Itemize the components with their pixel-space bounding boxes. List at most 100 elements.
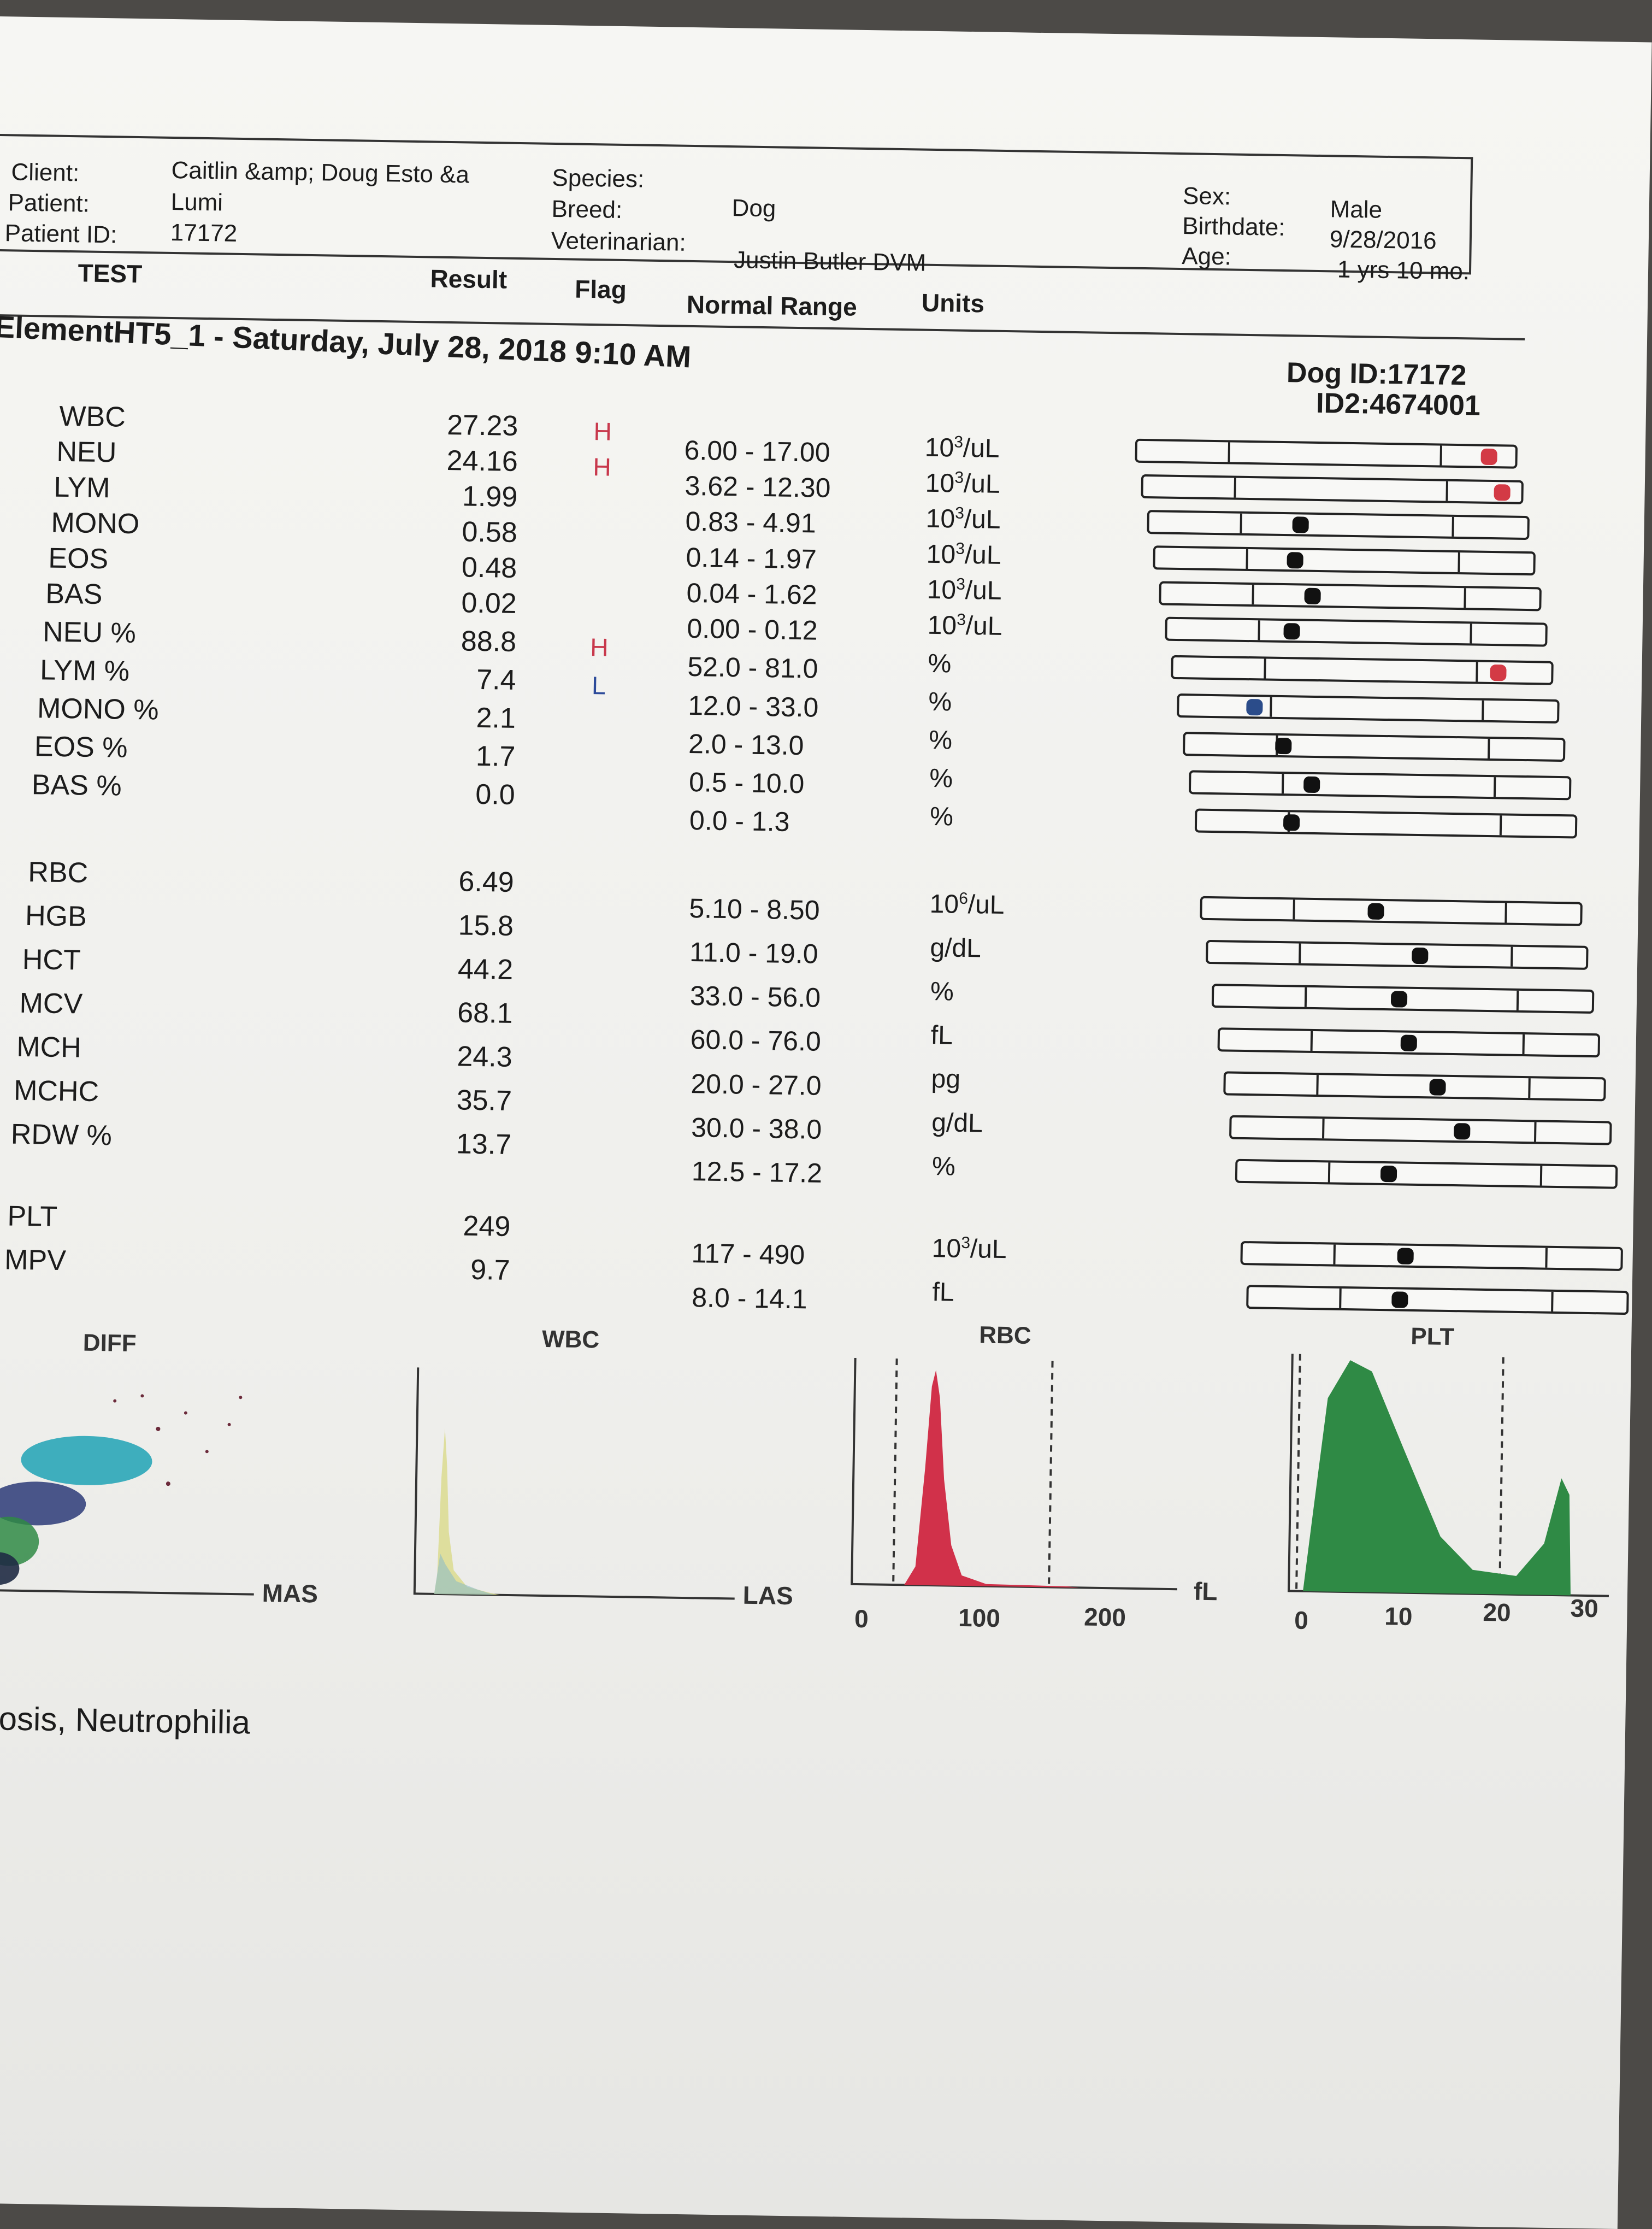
unit-base: 10 <box>929 889 959 919</box>
wbc-xlabel: LAS <box>742 1580 794 1610</box>
col-test: TEST <box>78 258 143 289</box>
range-bar-eos-pct <box>1188 770 1572 801</box>
range-bar-limit <box>1469 624 1472 644</box>
diff-xlabel: MAS <box>262 1578 318 1608</box>
normal-range-hct: 33.0 - 56.0 <box>689 980 821 1013</box>
breed-label: Breed: <box>551 195 623 224</box>
range-bar-limit <box>1451 516 1454 537</box>
rbc-tick-200: 200 <box>1083 1602 1126 1632</box>
units-mch: pg <box>931 1064 960 1095</box>
patient-id: 17172 <box>170 219 238 247</box>
test-name-mchc: MCHC <box>13 1074 99 1108</box>
diff-scatter <box>0 1394 254 1596</box>
result-value-eos: 0.48 <box>461 551 517 584</box>
unit-base: 10 <box>925 468 955 498</box>
plt-tick-10: 10 <box>1384 1602 1413 1631</box>
range-bar-limit <box>1487 738 1490 758</box>
unit-suffix: /uL <box>964 540 1001 570</box>
range-bar-limit <box>1481 700 1484 720</box>
unit-exponent: 3 <box>956 575 966 593</box>
range-bar-neu <box>1141 474 1524 504</box>
unit-base: g/dL <box>931 1108 983 1138</box>
result-value-mpv: 9.7 <box>470 1254 511 1286</box>
range-bar-mcv <box>1217 1027 1601 1058</box>
unit-base: 10 <box>931 1234 961 1263</box>
rbc-tick-100: 100 <box>958 1603 1001 1633</box>
range-bar-limit <box>1234 478 1237 498</box>
range-bar-marker <box>1275 737 1292 755</box>
range-bar-limit <box>1504 903 1507 923</box>
test-name-mcv: MCV <box>19 987 83 1020</box>
unit-base: 10 <box>926 539 956 569</box>
unit-suffix: /uL <box>967 890 1005 920</box>
test-name-neu-pct: NEU % <box>42 616 137 650</box>
units-mono: 103/uL <box>926 539 1001 571</box>
test-name-mono: MONO <box>51 507 140 540</box>
units-wbc: 103/uL <box>924 433 1000 464</box>
units-lym: 103/uL <box>925 504 1001 535</box>
range-bar-marker <box>1246 698 1264 716</box>
range-bar-marker <box>1391 1291 1408 1308</box>
client-label: Client: <box>11 158 80 187</box>
range-bar-marker <box>1454 1123 1471 1140</box>
range-bar-limit <box>1522 1034 1525 1055</box>
plt-tick-0: 0 <box>1294 1605 1309 1634</box>
result-value-bas-pct: 0.0 <box>475 778 516 811</box>
unit-base: fL <box>932 1278 954 1307</box>
dog-id: Dog ID:17172 <box>1286 357 1467 392</box>
test-name-bas: BAS <box>45 578 103 611</box>
normal-range-mch: 20.0 - 27.0 <box>691 1068 822 1101</box>
units-mono-pct: % <box>929 725 953 756</box>
range-bar-marker <box>1283 814 1300 831</box>
diff-title: DIFF <box>82 1329 137 1357</box>
range-bar-limit <box>1299 943 1301 963</box>
range-bar-limit <box>1252 585 1255 605</box>
normal-range-mcv: 60.0 - 76.0 <box>690 1024 822 1057</box>
normal-range-rbc: 5.10 - 8.50 <box>689 892 820 926</box>
flag-neu: H <box>593 452 612 481</box>
range-bar-limit <box>1228 442 1231 462</box>
unit-base: % <box>929 802 954 832</box>
unit-base: 10 <box>927 575 957 605</box>
units-hct: % <box>930 977 954 1007</box>
histograms: DIFF MAS WBC LAS RBC 0 100 200 <box>0 1311 1631 1720</box>
result-value-eos-pct: 1.7 <box>475 740 516 773</box>
plt-tick-20: 20 <box>1483 1598 1512 1627</box>
normal-range-eos-pct: 0.5 - 10.0 <box>688 767 805 799</box>
result-value-rdw-pct: 13.7 <box>456 1128 512 1161</box>
patient-id-label: Patient ID: <box>4 220 117 249</box>
range-bar-marker <box>1367 903 1385 920</box>
age: 1 yrs 10 mo. <box>1337 256 1470 285</box>
vet-name: Justin Butler DVM <box>733 246 927 277</box>
range-bar-limit <box>1258 620 1261 640</box>
normal-range-neu-pct: 52.0 - 81.0 <box>687 651 818 685</box>
range-bar-limit <box>1322 1119 1325 1139</box>
plt-title: PLT <box>1410 1322 1455 1351</box>
test-name-lym-pct: LYM % <box>39 654 130 687</box>
range-bar-limit <box>1316 1075 1319 1095</box>
unit-base: 10 <box>927 610 957 640</box>
range-bar-lym-pct <box>1177 693 1560 724</box>
range-bar-marker <box>1292 516 1309 533</box>
unit-exponent: 3 <box>961 1233 971 1252</box>
range-bar-marker <box>1411 947 1429 964</box>
range-bar-limit <box>1445 481 1448 501</box>
result-value-mcv: 68.1 <box>457 997 513 1030</box>
birthdate: 9/28/2016 <box>1329 226 1437 255</box>
range-bar-limit <box>1246 549 1249 569</box>
normal-range-mpv: 8.0 - 14.1 <box>691 1281 808 1315</box>
unit-base: % <box>928 649 952 679</box>
range-bar-limit <box>1533 1122 1537 1142</box>
range-bar-marker <box>1304 587 1321 605</box>
species-label: Species: <box>552 164 645 193</box>
range-bar-mono <box>1153 545 1536 576</box>
range-bar-neu-pct <box>1171 655 1554 685</box>
range-bar-limit <box>1310 1031 1313 1051</box>
range-bar-limit <box>1457 552 1460 573</box>
col-range: Normal Range <box>686 290 858 321</box>
units-neu-pct: % <box>928 649 952 679</box>
test-name-mpv: MPV <box>4 1244 67 1277</box>
range-bar-eos <box>1159 581 1542 611</box>
normal-range-hgb: 11.0 - 19.0 <box>689 936 819 969</box>
unit-base: pg <box>931 1064 961 1094</box>
